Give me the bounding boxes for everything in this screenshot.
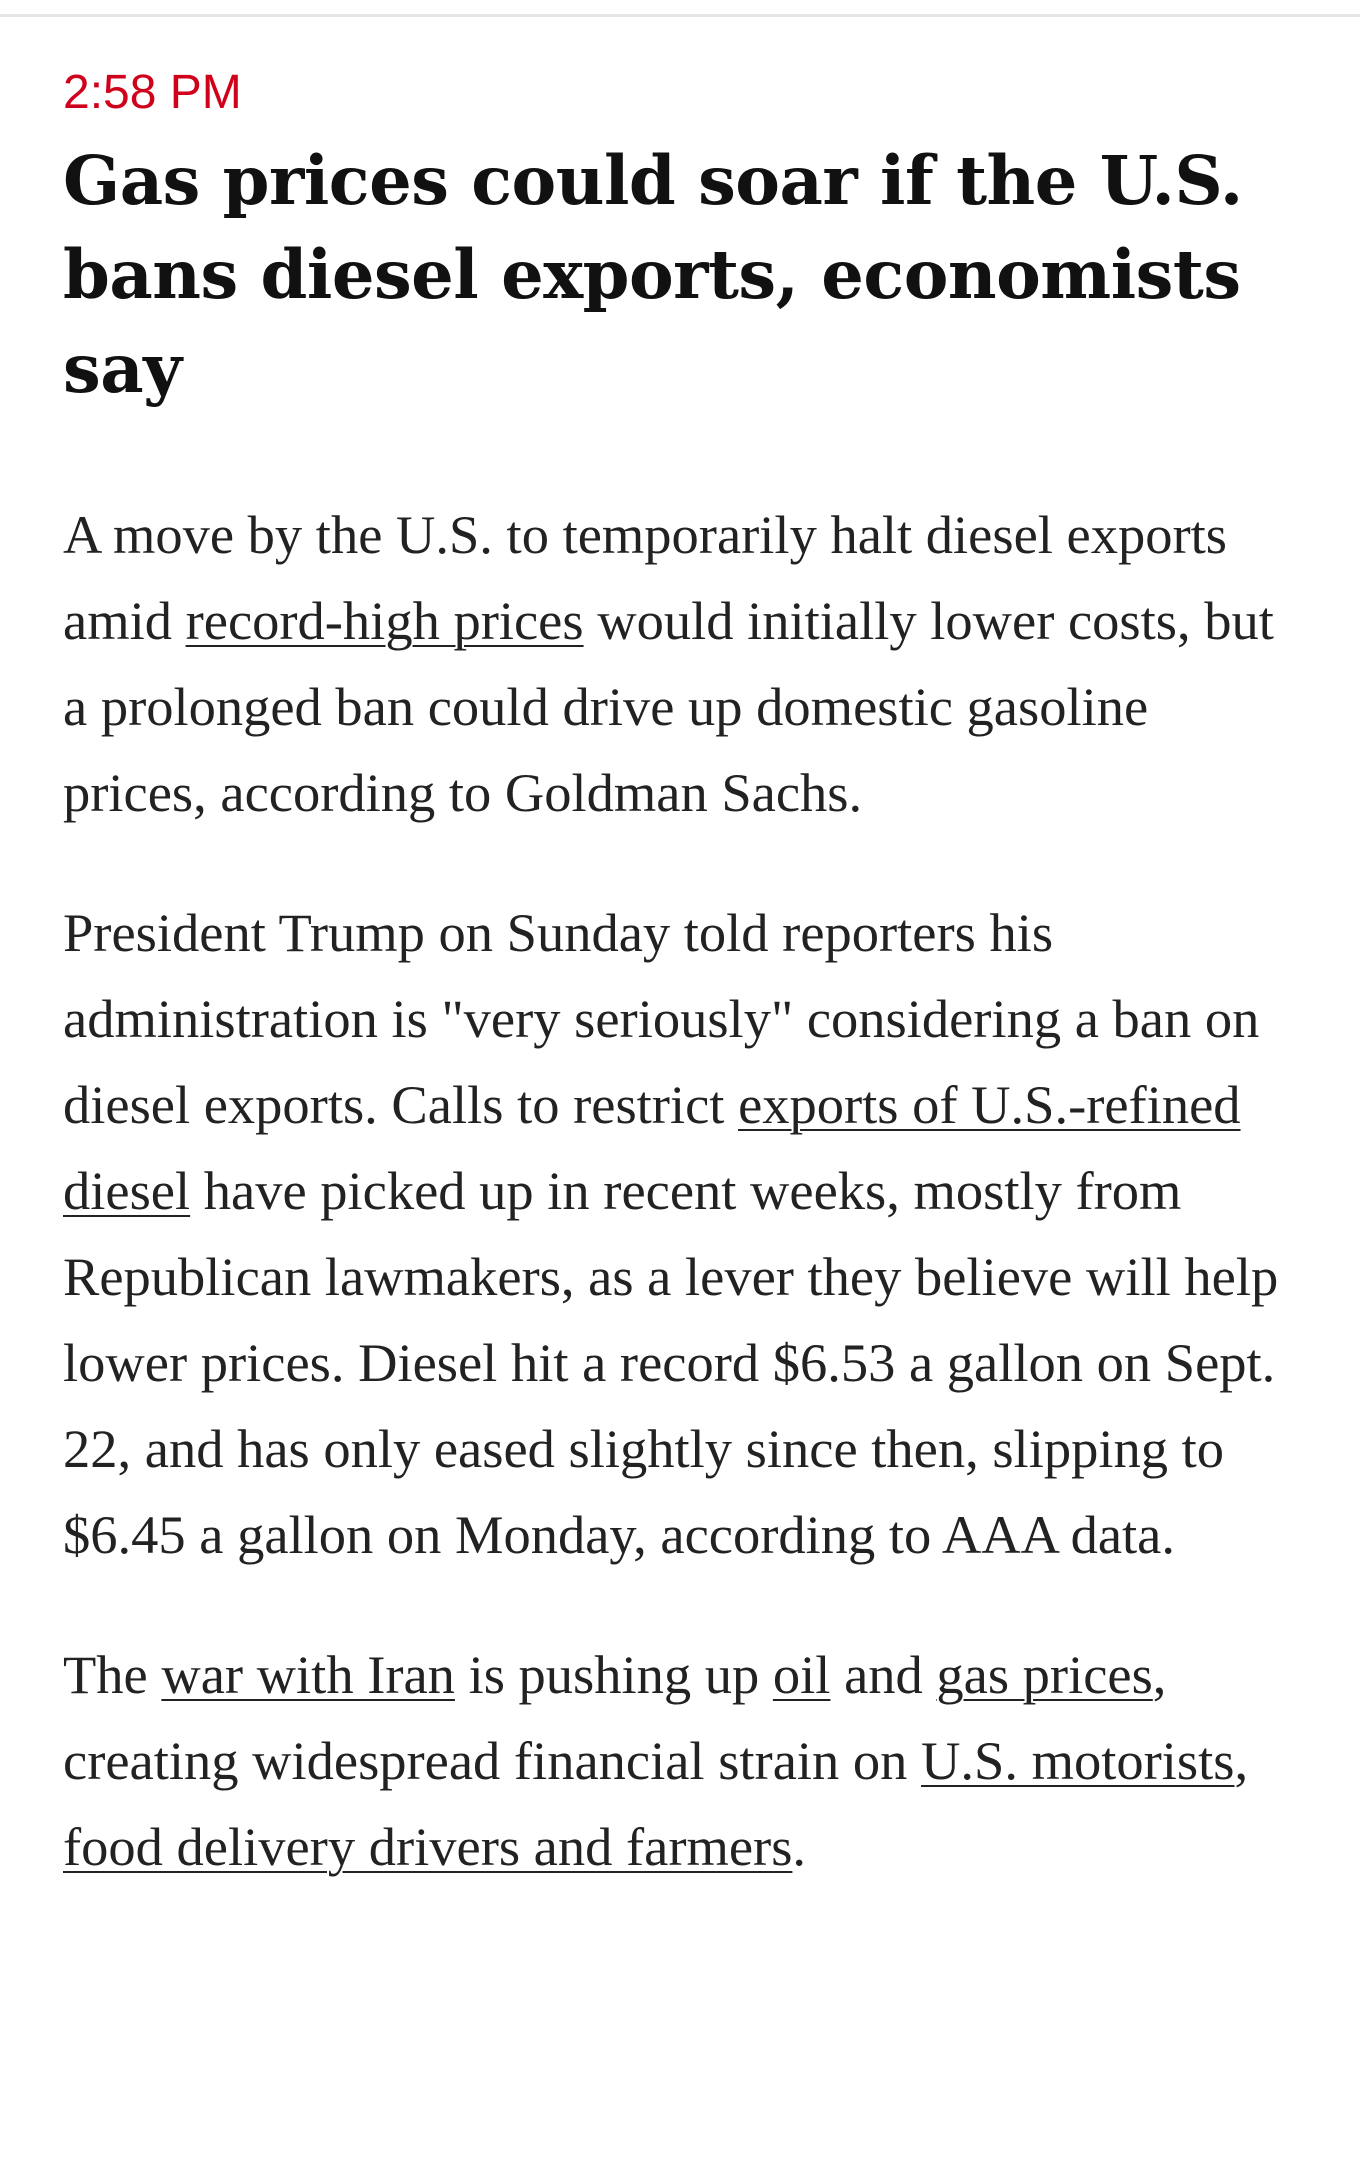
- link-record-high-prices[interactable]: record-high prices: [185, 590, 584, 651]
- article-paragraph-1: A move by the U.S. to temporarily halt d…: [63, 492, 1303, 836]
- paragraph-text: , creating widespread financial strain o…: [63, 1644, 1167, 1791]
- article-timestamp: 2:58 PM: [63, 66, 242, 119]
- link-gas-prices[interactable]: gas prices: [936, 1644, 1153, 1705]
- paragraph-text: is pushing up: [454, 1644, 773, 1705]
- link-exports-of-us-refined-diesel[interactable]: exports of U.S.-refined diesel: [63, 1074, 1241, 1221]
- paragraph-text: President Trump on Sunday told reporters…: [63, 902, 1260, 1135]
- top-divider: [0, 14, 1360, 17]
- link-us-motorists[interactable]: U.S. motorists: [921, 1730, 1235, 1791]
- article: 2:58 PM Gas prices could soar if the U.S…: [63, 58, 1303, 1944]
- link-food-delivery-drivers-and-farmers[interactable]: food delivery drivers and farmers: [63, 1816, 793, 1877]
- article-paragraph-3: The war with Iran is pushing up oil and …: [63, 1632, 1303, 1890]
- paragraph-text: would initially lower costs, but a prolo…: [63, 590, 1274, 823]
- paragraph-text: ,: [1234, 1730, 1249, 1791]
- paragraph-text: .: [792, 1816, 807, 1877]
- link-war-with-iran[interactable]: war with Iran: [161, 1644, 455, 1705]
- paragraph-text: The: [63, 1644, 162, 1705]
- paragraph-text: and: [830, 1644, 937, 1705]
- article-paragraph-2: President Trump on Sunday told reporters…: [63, 890, 1303, 1578]
- paragraph-text: have picked up in recent weeks, mostly f…: [63, 1160, 1279, 1565]
- paragraph-text: A move by the U.S. to temporarily halt d…: [63, 504, 1227, 651]
- article-headline: Gas prices could soar if the U.S. bans d…: [63, 141, 1243, 408]
- link-oil[interactable]: oil: [772, 1644, 831, 1705]
